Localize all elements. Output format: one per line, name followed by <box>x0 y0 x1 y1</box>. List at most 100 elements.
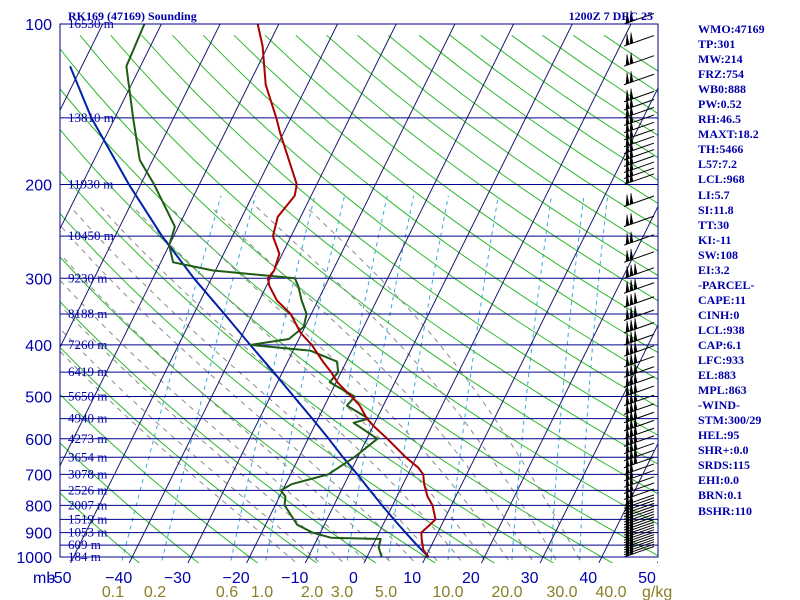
sounding-index: -WIND- <box>698 398 740 413</box>
wind-barb-flag <box>629 331 634 343</box>
chart-title: RK169 (47169) Sounding <box>68 9 197 23</box>
height-label: 16530 m <box>68 16 114 31</box>
wind-barb-flag <box>629 307 634 319</box>
wind-barb-flag <box>625 233 630 245</box>
pressure-label: 600 <box>25 432 52 449</box>
pressure-label: 700 <box>25 467 52 484</box>
wind-barb-flag <box>629 71 634 83</box>
dry-adiabat <box>202 34 658 381</box>
temperature-tick-label: 30 <box>521 570 539 587</box>
parcel-trace <box>69 65 430 558</box>
temperature-tick-label: 50 <box>638 570 656 587</box>
mixing-ratio-label: 5.0 <box>375 584 397 600</box>
moist-adiabat <box>210 206 535 563</box>
sounding-index: TH:5466 <box>698 142 744 157</box>
sounding-index: CINH:0 <box>698 307 740 322</box>
sounding-index: STM:300/29 <box>698 413 762 428</box>
isotherm-line <box>60 24 280 467</box>
wind-barb-flag <box>633 362 638 374</box>
mixing-ratio-label: 0.2 <box>144 584 166 600</box>
dry-adiabat <box>172 34 658 408</box>
height-label: 4273 m <box>68 431 107 446</box>
pressure-label: 800 <box>25 498 52 515</box>
wind-barb <box>623 193 655 207</box>
isotherm-line <box>422 86 658 563</box>
dry-adiabat <box>60 492 141 563</box>
wind-barb <box>623 381 655 398</box>
x-units-label: mb <box>33 570 55 587</box>
temperature-tick-label: −40 <box>105 570 132 587</box>
moist-adiabat <box>305 206 583 563</box>
pressure-label: 900 <box>25 526 52 543</box>
wind-barb-flag <box>625 295 630 307</box>
wind-barb <box>623 52 655 67</box>
wind-barb-flag <box>625 354 630 367</box>
wind-barb-flag <box>633 390 638 403</box>
sounding-index: BRN:0.1 <box>698 488 743 503</box>
temperature-tick-label: −30 <box>164 570 191 587</box>
dry-adiabat <box>326 34 658 277</box>
plot-border <box>59 23 659 558</box>
wind-barb-flag <box>633 318 638 330</box>
height-label: 2007 m <box>68 497 107 512</box>
isotherm-line <box>480 205 658 563</box>
moist-adiabat <box>60 350 298 563</box>
dry-adiabat <box>79 34 658 495</box>
sounding-index: KI:-11 <box>698 232 732 247</box>
moist-adiabat <box>99 206 464 563</box>
sounding-index: CAPE:11 <box>698 292 746 307</box>
pressure-label: 300 <box>25 271 52 288</box>
wind-barb <box>623 248 655 263</box>
pressure-label: 200 <box>25 177 52 194</box>
sounding-index: TP:301 <box>698 37 736 52</box>
height-label: 3654 m <box>68 449 107 464</box>
wind-barb-flag <box>629 342 634 355</box>
dry-adiabat <box>60 346 318 563</box>
dry-adiabat <box>264 34 658 327</box>
sounding-index: EI:3.2 <box>698 262 730 277</box>
mixing-ratio-line <box>229 195 316 563</box>
moist-adiabat <box>132 206 488 563</box>
sounding-index: SI:11.8 <box>698 202 734 217</box>
wind-barb-flag <box>629 264 634 277</box>
mixing-ratio-label: 10.0 <box>432 584 463 600</box>
sounding-index: LFC:933 <box>698 353 744 368</box>
temperature-tick-label: -50 <box>48 570 71 587</box>
sounding-index: SHR+:0.0 <box>698 443 749 458</box>
chart-labels: RK169 (47169) Sounding 1200Z 7 DEC 25 mb… <box>16 9 672 600</box>
wind-barb <box>623 372 655 388</box>
wind-barb-flag <box>629 193 634 205</box>
mixing-ratio-units: g/kg <box>642 584 672 600</box>
wind-barb-flag <box>625 281 630 293</box>
pressure-label: 500 <box>25 390 52 407</box>
wind-barb <box>623 32 655 47</box>
wind-barb <box>623 362 655 378</box>
wind-barbs <box>623 10 655 558</box>
temperature-tick-label: 0 <box>349 570 358 587</box>
dry-adiabat <box>60 48 658 525</box>
wind-barb <box>623 305 655 321</box>
wind-barb <box>623 330 655 346</box>
wind-barb <box>623 213 655 228</box>
dry-adiabat <box>60 256 437 563</box>
sounding-index: LI:5.7 <box>698 187 730 202</box>
temperature-tick-label: −10 <box>281 570 308 587</box>
mixing-ratio-label: 30.0 <box>546 584 577 600</box>
valid-time: 1200Z 7 DEC 25 <box>569 9 653 23</box>
wind-barb <box>623 467 655 482</box>
dry-adiabat <box>357 34 658 252</box>
wind-barb-flag <box>625 375 630 387</box>
sounding-index: PW:0.52 <box>698 97 742 112</box>
wind-barb-flag <box>625 365 630 377</box>
wind-barb-flag <box>629 353 634 365</box>
mixing-ratio-label: 0.6 <box>216 584 238 600</box>
sounding-index: SW:108 <box>698 247 739 262</box>
wind-barb <box>623 452 655 469</box>
sounding-index: MAXT:18.2 <box>698 127 759 142</box>
wind-barb-flag <box>625 89 630 102</box>
height-label: 7260 m <box>68 337 107 352</box>
height-label: 3078 m <box>68 466 107 481</box>
sounding-index: BSHR:110 <box>698 503 753 518</box>
dry-adiabat <box>60 442 200 563</box>
